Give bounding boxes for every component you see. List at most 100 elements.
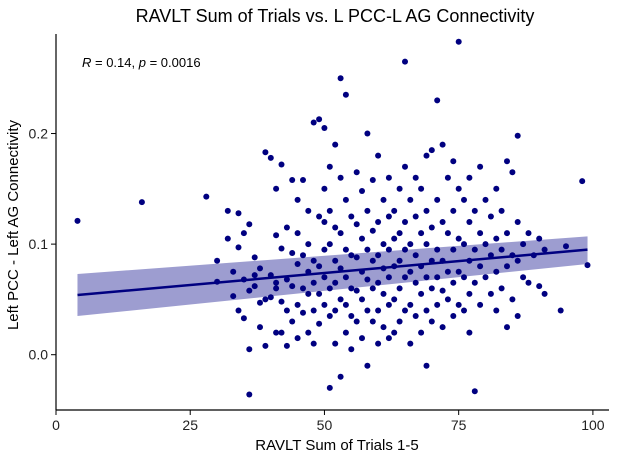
- data-point: [310, 307, 317, 314]
- data-point: [257, 324, 263, 331]
- data-point: [461, 241, 467, 248]
- data-point: [278, 245, 285, 252]
- data-point: [557, 307, 564, 314]
- data-point: [321, 185, 328, 192]
- data-point: [412, 313, 419, 319]
- data-point: [300, 252, 306, 259]
- data-point: [525, 230, 532, 237]
- data-point: [246, 287, 253, 294]
- data-point: [342, 196, 349, 203]
- data-point: [466, 329, 473, 336]
- y-ticks: 0.0 0.1 0.2: [29, 126, 56, 363]
- data-point: [375, 152, 382, 159]
- data-point: [498, 207, 505, 214]
- data-point: [391, 207, 398, 214]
- data-point: [466, 219, 473, 225]
- data-point: [364, 207, 371, 214]
- data-point: [493, 268, 500, 275]
- data-point: [240, 230, 247, 237]
- data-point: [321, 219, 328, 225]
- data-point: [498, 246, 505, 253]
- data-point: [278, 329, 285, 336]
- data-point: [385, 246, 392, 253]
- data-point: [353, 254, 360, 261]
- data-point: [326, 285, 333, 292]
- data-point: [359, 235, 365, 242]
- data-point: [273, 329, 280, 336]
- data-point: [230, 293, 237, 300]
- data-point: [359, 335, 365, 342]
- data-point: [257, 265, 263, 272]
- data-point: [348, 346, 355, 353]
- data-point: [402, 58, 408, 65]
- data-point: [257, 299, 263, 306]
- data-point: [310, 340, 317, 347]
- data-point: [348, 213, 355, 220]
- data-point: [428, 147, 435, 154]
- data-point: [262, 149, 269, 156]
- data-point: [509, 169, 516, 176]
- data-point: [504, 324, 510, 331]
- data-point: [240, 315, 247, 322]
- regression-line: [77, 248, 588, 297]
- data-point: [477, 163, 484, 170]
- data-point: [375, 252, 382, 259]
- data-point: [348, 285, 355, 292]
- data-point: [439, 287, 446, 294]
- data-point: [262, 296, 269, 303]
- data-point: [466, 290, 473, 297]
- data-point: [504, 158, 510, 165]
- data-point: [380, 196, 387, 203]
- data-point: [337, 174, 344, 181]
- data-point: [332, 141, 339, 148]
- data-point: [396, 230, 403, 237]
- data-point: [316, 213, 323, 220]
- data-point: [434, 97, 441, 104]
- data-point: [385, 174, 392, 181]
- data-point: [332, 279, 339, 286]
- data-point: [375, 340, 382, 347]
- data-point: [348, 252, 355, 259]
- data-point: [514, 257, 521, 264]
- data-point: [385, 274, 392, 281]
- data-point: [230, 268, 237, 275]
- data-point: [294, 196, 301, 203]
- x-tick-label: 75: [451, 417, 467, 433]
- data-point: [493, 235, 500, 242]
- data-point: [391, 329, 398, 336]
- data-point: [138, 199, 145, 206]
- data-point: [283, 307, 290, 314]
- data-point: [471, 388, 478, 395]
- data-point: [536, 235, 543, 242]
- data-point: [375, 279, 382, 286]
- data-point: [337, 265, 344, 272]
- data-point: [316, 116, 323, 123]
- data-point: [369, 318, 376, 325]
- x-ticks: 0 25 50 75 100: [52, 410, 605, 433]
- data-point: [364, 130, 371, 137]
- data-point: [434, 274, 441, 281]
- data-point: [444, 296, 451, 303]
- data-point: [455, 185, 462, 192]
- data-point: [514, 219, 521, 225]
- data-point: [466, 174, 473, 181]
- data-point: [380, 290, 387, 297]
- data-point: [224, 235, 231, 242]
- p-value: = 0.0016: [146, 55, 201, 70]
- data-point: [246, 221, 253, 228]
- data-point: [504, 263, 510, 270]
- data-point: [520, 241, 527, 248]
- data-point: [316, 263, 323, 270]
- data-point: [273, 232, 280, 239]
- data-point: [337, 75, 344, 82]
- data-point: [461, 196, 467, 203]
- data-point: [477, 301, 484, 308]
- confidence-band-layer: [77, 236, 588, 316]
- data-point: [214, 257, 221, 264]
- p-label: p: [138, 55, 146, 70]
- data-point: [326, 384, 333, 391]
- data-point: [444, 174, 451, 181]
- data-point: [525, 279, 532, 286]
- data-point: [337, 296, 344, 303]
